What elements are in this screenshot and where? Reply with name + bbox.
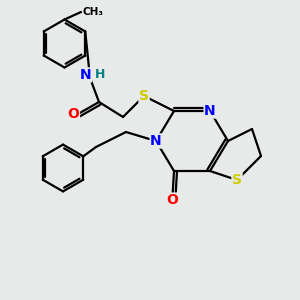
Text: CH₃: CH₃: [82, 7, 103, 17]
Text: S: S: [232, 173, 242, 187]
Text: N: N: [80, 68, 91, 82]
Text: N: N: [150, 134, 162, 148]
Text: O: O: [167, 193, 178, 207]
Text: O: O: [68, 107, 80, 121]
Text: H: H: [95, 68, 106, 82]
Text: N: N: [204, 104, 216, 118]
Text: S: S: [139, 89, 149, 103]
